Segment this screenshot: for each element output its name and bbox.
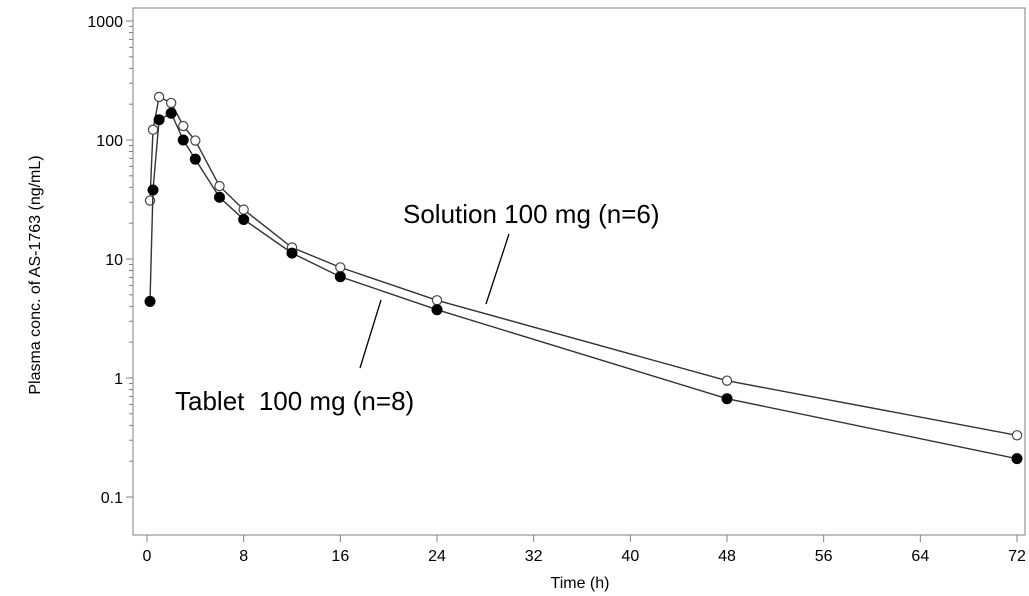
data-point: [177, 134, 189, 146]
data-point: [147, 124, 159, 135]
annotation-leader-line: [359, 299, 382, 369]
data-point: [153, 114, 165, 126]
y-tick-label: 1000: [87, 14, 123, 31]
plot-area-frame: [132, 7, 1026, 536]
data-point: [286, 247, 298, 259]
x-tick-label: 0: [143, 548, 152, 565]
y-axis-ticks: 0.1 1 10 100 1000: [87, 14, 133, 507]
data-point: [214, 180, 225, 192]
x-tick-label: 64: [911, 548, 929, 565]
data-point: [189, 153, 201, 165]
data-point: [431, 295, 443, 306]
x-tick-label: 8: [239, 548, 248, 565]
y-tick-label: 0.1: [101, 490, 123, 507]
series-group: [144, 91, 1023, 465]
annotations-group: Solution 100 mg (n=6) Tablet 100 mg (n=8): [175, 199, 660, 416]
series-annotation-label: Solution 100 mg (n=6): [403, 199, 660, 229]
x-axis-ticks: 0 8 16 24 32 40 48 56 64 72: [143, 535, 1026, 565]
x-tick-label: 40: [621, 548, 639, 565]
data-point: [144, 295, 156, 307]
data-point: [165, 107, 177, 119]
data-point: [178, 120, 189, 132]
x-tick-label: 48: [718, 548, 736, 565]
data-point: [1011, 430, 1023, 441]
series-1: [144, 107, 1023, 465]
y-tick-label: 1: [114, 371, 123, 388]
x-tick-label: 32: [525, 548, 543, 565]
series-0: [144, 91, 1023, 441]
data-point: [214, 191, 225, 203]
data-point: [238, 204, 249, 215]
y-tick-label: 100: [96, 133, 123, 150]
y-tick-label: 10: [105, 252, 123, 269]
data-point: [147, 184, 159, 196]
data-point: [334, 271, 346, 283]
data-point: [153, 91, 165, 103]
data-point: [431, 304, 443, 316]
series-line-0: [149, 95, 1018, 436]
series-annotation-label: Tablet 100 mg (n=8): [175, 386, 414, 416]
data-point: [721, 393, 733, 405]
x-tick-label: 24: [428, 548, 446, 565]
annotation-leader-line: [485, 233, 510, 305]
data-point: [165, 97, 177, 109]
y-axis-title: Plasma conc. of AS-1763 (ng/mL): [27, 155, 44, 394]
data-point: [190, 135, 201, 146]
x-axis-title: Time (h): [551, 575, 610, 592]
data-point: [238, 213, 250, 225]
data-point: [1011, 453, 1023, 465]
x-tick-label: 56: [815, 548, 833, 565]
x-tick-label: 16: [331, 548, 349, 565]
axes: [132, 7, 1026, 536]
data-point: [721, 375, 733, 386]
x-tick-label: 72: [1008, 548, 1026, 565]
data-point: [335, 262, 346, 273]
